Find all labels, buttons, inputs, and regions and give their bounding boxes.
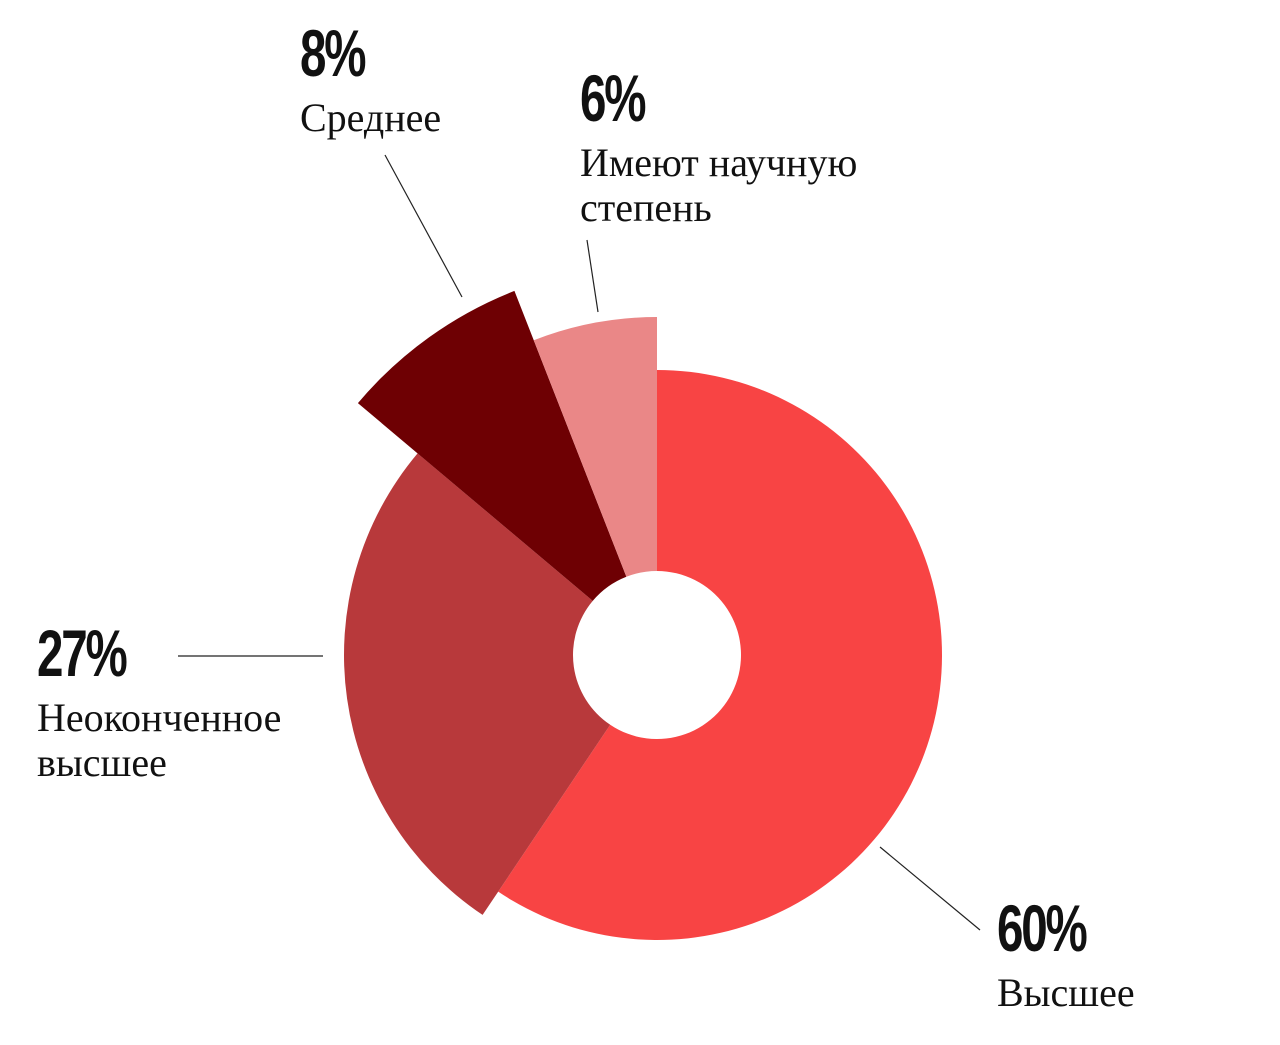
pie-slice bbox=[344, 453, 611, 915]
leader-line bbox=[586, 239, 599, 313]
pie-slice bbox=[533, 317, 657, 577]
value-label: 27% bbox=[37, 616, 128, 690]
pie-slice bbox=[357, 290, 627, 601]
category-label: Высшее bbox=[997, 970, 1135, 1015]
category-label: Неоконченное высшее bbox=[37, 695, 282, 785]
category-label: Имеют научную степень bbox=[580, 140, 858, 230]
value-label: 8% bbox=[300, 16, 367, 90]
leader-line bbox=[384, 154, 463, 298]
value-label: 6% bbox=[580, 61, 647, 135]
category-label: Среднее bbox=[300, 95, 442, 140]
value-label: 60% bbox=[997, 891, 1088, 965]
leader-line bbox=[879, 846, 981, 931]
pie-slice bbox=[498, 370, 942, 940]
